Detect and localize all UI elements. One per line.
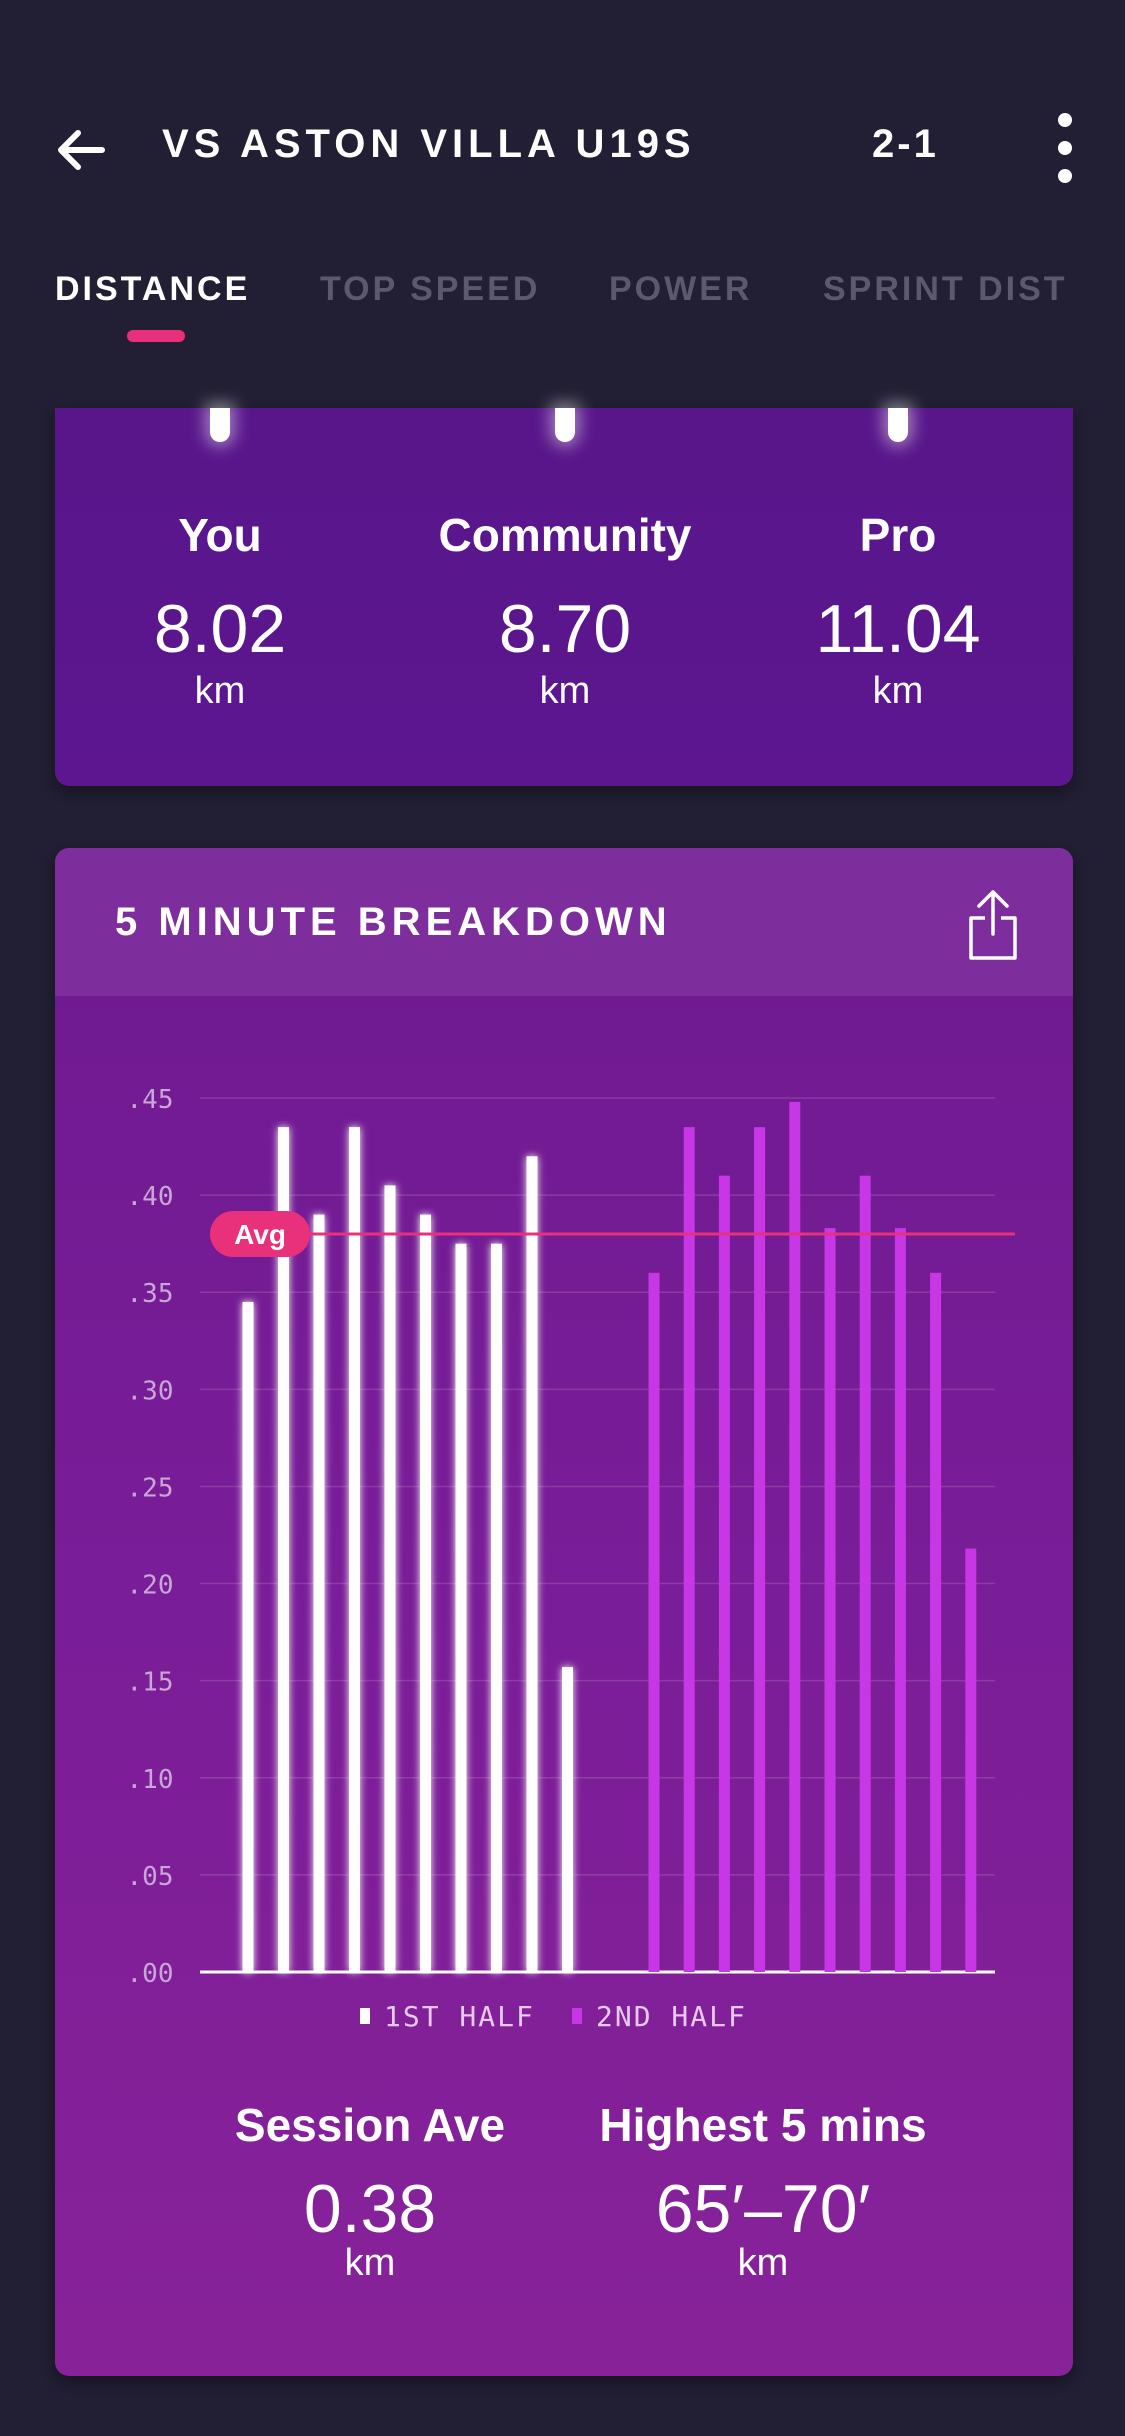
comparison-unit: km	[194, 670, 246, 712]
bar-first-half	[242, 1301, 254, 1972]
arrow-left-icon[interactable]	[50, 118, 114, 182]
average-badge	[210, 1210, 310, 1257]
bar-first-half	[349, 1127, 360, 1972]
bar-first-half	[455, 1243, 467, 1972]
comparison-label: Pro	[859, 509, 937, 561]
session-average-stat: Session Ave 0.38 km	[160, 2098, 580, 2285]
more-vertical-icon[interactable]	[1045, 110, 1085, 186]
y-tick-label: .40	[127, 1182, 174, 1212]
bar-first-half	[313, 1214, 325, 1972]
bar-second-half	[683, 1127, 695, 1972]
y-tick-label: .10	[127, 1765, 174, 1795]
bar-second-half	[754, 1127, 766, 1972]
bar-second-half	[718, 1175, 730, 1972]
bar-glow-indicator	[210, 408, 230, 442]
stat-value: 65′–70′	[655, 2171, 871, 2247]
distance-comparison-card: You 8.02 km Community 8.70 km Pro 11.04 …	[55, 408, 1073, 786]
share-icon[interactable]	[963, 888, 1023, 962]
legend-label: 1ST HALF	[384, 2000, 535, 2033]
breakdown-title: 5 MINUTE BREAKDOWN	[115, 900, 672, 944]
y-tick-label: .00	[127, 1959, 174, 1989]
legend-swatch-first-half	[360, 2008, 370, 2024]
tab-top-speed[interactable]: TOP SPEED	[320, 270, 541, 308]
tab-distance[interactable]: DISTANCE	[55, 270, 251, 308]
bar-second-half	[894, 1228, 906, 1972]
bar-second-half	[789, 1101, 801, 1972]
bar-glow-indicator	[555, 408, 575, 442]
chart-legend: 1ST HALF 2ND HALF	[55, 2000, 1073, 2040]
bar-second-half	[859, 1175, 871, 1972]
comparison-unit: km	[539, 670, 591, 712]
comparison-label: Community	[438, 509, 692, 561]
breakdown-header: 5 MINUTE BREAKDOWN	[55, 848, 1073, 996]
metric-tabs: DISTANCE TOP SPEED POWER SPRINT DIST	[0, 270, 1125, 340]
average-badge-label: Avg	[234, 1219, 286, 1250]
bar-first-half	[526, 1156, 538, 1972]
stat-value: 0.38	[303, 2171, 437, 2247]
y-tick-label: .35	[127, 1279, 174, 1309]
y-tick-label: .30	[127, 1376, 174, 1406]
comparison-value: 11.04	[815, 591, 981, 667]
bar-first-half	[278, 1127, 289, 1972]
highest-five-mins-stat: Highest 5 mins 65′–70′ km	[553, 2098, 973, 2285]
comparison-unit: km	[872, 670, 924, 712]
breakdown-bar-chart: .00 .05 .10 .15 .20 .25 .30 .35 .40 .45 Avg	[127, 1085, 1015, 1989]
comparison-label: You	[178, 509, 262, 561]
y-tick-label: .20	[127, 1571, 174, 1601]
y-tick-label: .15	[127, 1668, 174, 1698]
y-tick-label: .05	[127, 1862, 174, 1892]
stat-unit: km	[737, 2242, 789, 2284]
legend-swatch-second-half	[572, 2008, 582, 2024]
tab-sprint-dist[interactable]: SPRINT DIST	[823, 270, 1068, 308]
bar-first-half	[491, 1243, 502, 1972]
bar-first-half	[384, 1185, 396, 1972]
legend-first-half: 1ST HALF	[360, 2000, 535, 2033]
comparison-value: 8.70	[498, 591, 632, 667]
y-tick-label: .25	[127, 1473, 174, 1503]
bar-second-half	[648, 1272, 660, 1972]
five-minute-breakdown-card: 5 MINUTE BREAKDOWN .00 .05 .10 .15 .20 .25 .30…	[55, 848, 1073, 2376]
y-tick-label: .45	[127, 1085, 174, 1115]
legend-label: 2ND HALF	[596, 2000, 747, 2033]
stat-unit: km	[344, 2242, 396, 2284]
active-tab-indicator	[127, 330, 185, 342]
bar-second-half	[930, 1272, 942, 1972]
tab-power[interactable]: POWER	[609, 270, 753, 308]
bar-second-half	[965, 1548, 977, 1972]
bar-first-half	[420, 1214, 431, 1972]
stat-label: Session Ave	[234, 2099, 506, 2151]
match-score: 2-1	[872, 122, 939, 166]
comparison-value: 8.02	[153, 591, 287, 667]
app-header: VS ASTON VILLA U19S 2-1	[0, 0, 1125, 300]
bar-glow-indicator	[888, 408, 908, 442]
legend-second-half: 2ND HALF	[572, 2000, 747, 2033]
page-title: VS ASTON VILLA U19S	[162, 122, 696, 166]
stat-label: Highest 5 mins	[599, 2099, 927, 2151]
bar-second-half	[824, 1228, 836, 1972]
bar-first-half	[562, 1667, 573, 1972]
